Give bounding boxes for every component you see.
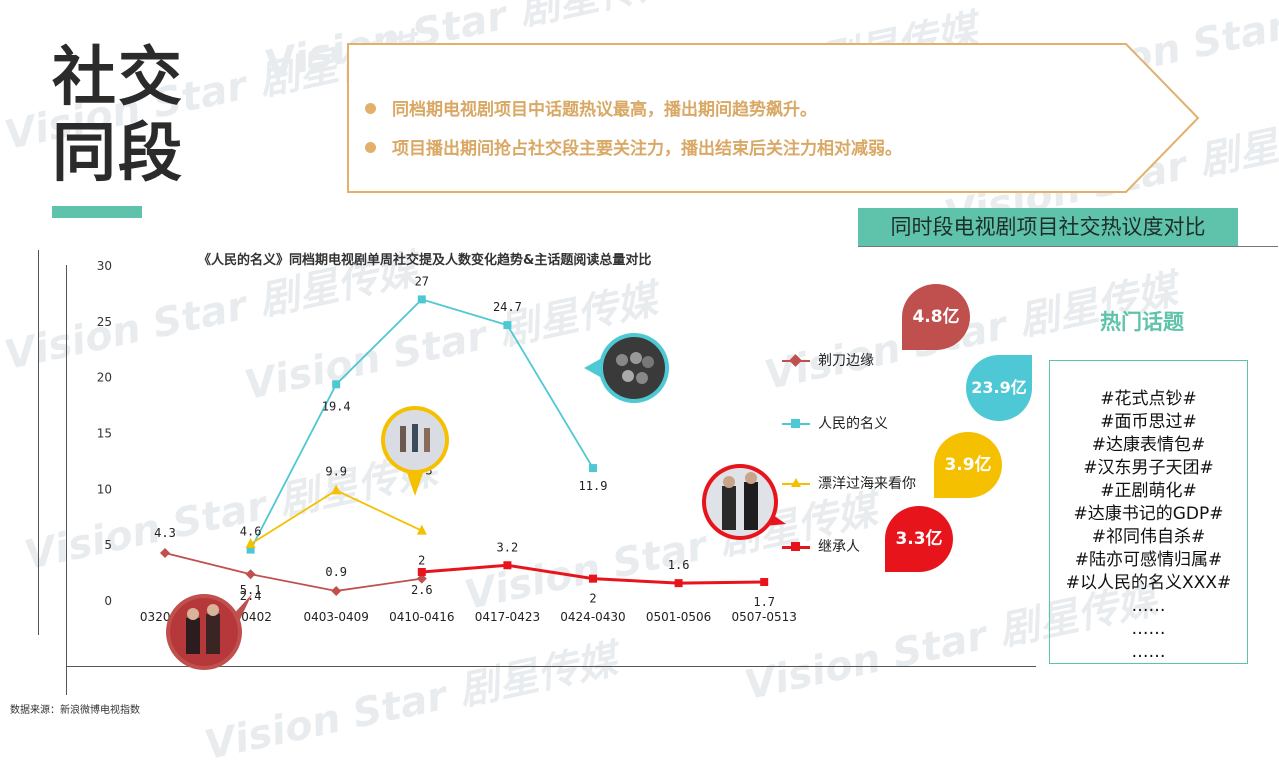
data-label: 5.1 bbox=[240, 583, 262, 597]
square-marker-icon bbox=[791, 419, 800, 428]
x-tick-label: 0501-0506 bbox=[646, 610, 711, 624]
data-label: 2 bbox=[589, 592, 596, 606]
data-label: 27 bbox=[415, 274, 429, 288]
left-divider bbox=[38, 250, 39, 635]
data-label: 2.6 bbox=[411, 583, 433, 597]
data-label: 9.9 bbox=[325, 464, 347, 478]
read-count-bubble: 23.9亿 bbox=[966, 355, 1032, 421]
data-label: 4.3 bbox=[154, 526, 176, 540]
data-point bbox=[417, 567, 426, 576]
y-tick-label: 30 bbox=[97, 259, 112, 273]
page-title-line1: 社交 bbox=[52, 41, 184, 115]
y-tick-label: 0 bbox=[104, 594, 112, 608]
x-tick-label: 0410-0416 bbox=[389, 610, 454, 624]
drama-poster-pin bbox=[584, 333, 669, 403]
hot-topic-item: #达康书记的GDP# bbox=[1073, 504, 1224, 524]
legend-swatch bbox=[782, 541, 810, 551]
hot-topic-item: …… bbox=[1131, 642, 1166, 662]
y-tick-label: 20 bbox=[97, 371, 112, 385]
data-point bbox=[160, 547, 170, 558]
data-point bbox=[245, 538, 256, 549]
read-count-bubble: 4.8亿 bbox=[902, 284, 970, 350]
hot-topics-title: 热门话题 bbox=[1100, 310, 1184, 334]
y-tick-label: 10 bbox=[97, 482, 112, 496]
data-point bbox=[331, 585, 342, 596]
hot-topic-item: #祁同伟自杀# bbox=[1091, 527, 1206, 547]
summary-box bbox=[347, 43, 1200, 193]
data-label: 24.7 bbox=[493, 300, 522, 314]
data-point bbox=[246, 545, 255, 554]
data-label: 4.6 bbox=[240, 525, 262, 539]
x-tick-label: 0507-0513 bbox=[731, 610, 796, 624]
data-point bbox=[332, 380, 341, 389]
summary-bullet: 项目播出期间抢占社交段主要关注力，播出结束后关注力相对减弱。 bbox=[365, 134, 902, 159]
drama-poster-pin bbox=[381, 406, 449, 496]
data-point bbox=[416, 573, 427, 584]
hot-topics-list: #花式点钞# #面币思过# #达康表情包# #汉东男子天团# #正剧萌化# #达康书记的G… bbox=[1049, 360, 1248, 664]
hot-topic-item: …… bbox=[1131, 619, 1166, 639]
data-point bbox=[674, 579, 683, 588]
data-label: 0.9 bbox=[325, 565, 347, 579]
drama-poster-pin bbox=[166, 594, 252, 670]
data-point bbox=[416, 524, 427, 535]
page-title: 社交 同段 bbox=[52, 40, 202, 192]
hot-topic-item: #汉东男子天团# bbox=[1083, 458, 1214, 478]
legend-item: 继承人 bbox=[782, 536, 860, 556]
diamond-marker-icon bbox=[789, 354, 802, 367]
legend-item: 人民的名义 bbox=[782, 413, 888, 433]
read-count-bubble: 3.9亿 bbox=[934, 432, 1002, 498]
drama-poster-pin bbox=[702, 464, 786, 540]
hot-topic-item: #面币思过# bbox=[1100, 412, 1197, 432]
legend-item: 剃刀边缘 bbox=[782, 350, 874, 370]
hot-topic-item: #正剧萌化# bbox=[1100, 481, 1197, 501]
square-marker-icon bbox=[791, 541, 800, 551]
hot-topic-item: …… bbox=[1131, 596, 1166, 616]
y-tick-label: 25 bbox=[97, 315, 112, 329]
data-point bbox=[589, 464, 597, 473]
bullet-dot-icon bbox=[365, 103, 376, 114]
legend-swatch bbox=[782, 354, 810, 367]
data-label: 19.4 bbox=[322, 399, 351, 413]
hot-topic-item: #达康表情包# bbox=[1091, 435, 1206, 455]
legend-item: 漂洋过海来看你 bbox=[782, 473, 916, 493]
data-point bbox=[331, 484, 342, 495]
triangle-marker-icon bbox=[791, 478, 801, 487]
chart-bottom-border bbox=[66, 666, 1036, 667]
chart-title: 《人民的名义》同档期电视剧单周社交提及人数变化趋势&主话题阅读总量对比 bbox=[198, 253, 652, 268]
y-tick-label: 15 bbox=[97, 426, 112, 440]
hot-topic-item: #花式点钞# bbox=[1100, 389, 1197, 409]
data-label: 2 bbox=[418, 554, 425, 568]
series-line-剃刀边缘 bbox=[164, 552, 422, 592]
data-point bbox=[417, 295, 426, 304]
data-point bbox=[245, 569, 256, 580]
x-tick-label: 0403-0409 bbox=[303, 610, 368, 624]
data-point bbox=[589, 574, 597, 583]
hot-topic-item: #以人民的名义XXX# bbox=[1065, 573, 1232, 593]
legend-swatch bbox=[782, 419, 810, 428]
x-tick-label: 0424-0430 bbox=[560, 610, 625, 624]
data-label: 11.9 bbox=[579, 479, 608, 493]
data-label: 1.6 bbox=[668, 558, 690, 572]
y-tick-label: 5 bbox=[104, 538, 112, 552]
summary-bullet: 同档期电视剧项目中话题热议最高，播出期间趋势飙升。 bbox=[365, 95, 817, 120]
page-title-line2: 同段 bbox=[52, 117, 184, 191]
data-point bbox=[503, 561, 512, 570]
data-label: 3.2 bbox=[497, 540, 519, 554]
data-label: 1.7 bbox=[753, 595, 775, 609]
x-tick-label: 0417-0423 bbox=[475, 610, 540, 624]
section-underline bbox=[858, 246, 1278, 247]
data-point bbox=[760, 578, 769, 587]
read-count-bubble: 3.3亿 bbox=[885, 506, 953, 572]
chart-left-border bbox=[66, 265, 67, 695]
data-point bbox=[503, 321, 512, 330]
bullet-dot-icon bbox=[365, 142, 376, 153]
legend-swatch bbox=[782, 478, 810, 487]
title-accent-bar bbox=[52, 206, 142, 218]
hot-topic-item: #陆亦可感情归属# bbox=[1074, 550, 1223, 570]
data-source-note: 数据来源：新浪微博电视指数 bbox=[10, 705, 140, 716]
section-heading: 同时段电视剧项目社交热议度对比 bbox=[858, 208, 1238, 246]
